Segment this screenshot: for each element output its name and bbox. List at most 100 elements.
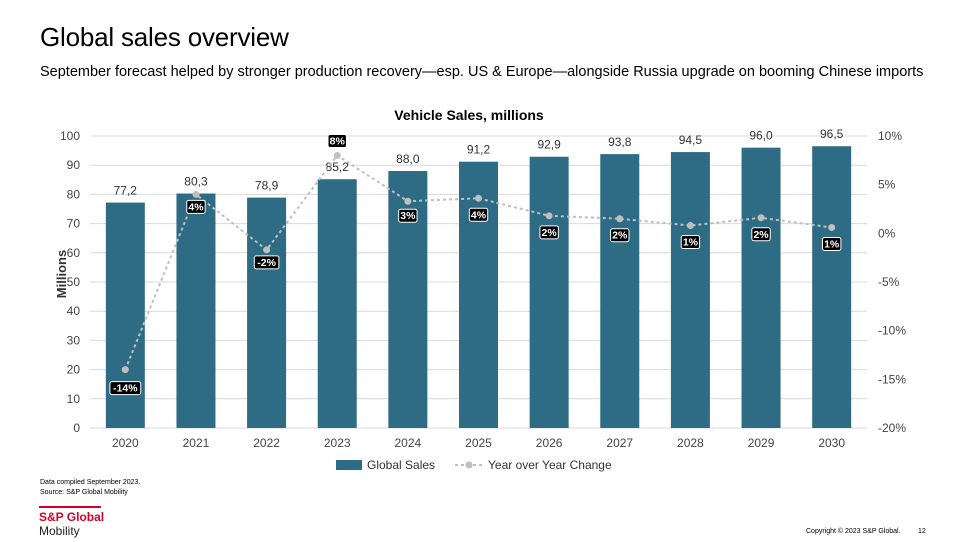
bar bbox=[741, 147, 781, 428]
yoy-label-box bbox=[680, 235, 701, 250]
y2-tick-label: 5% bbox=[878, 178, 896, 192]
bar-value-label: 88,0 bbox=[396, 152, 420, 166]
vehicle-sales-chart: Vehicle Sales, millions Millions 77,2 80,… bbox=[54, 107, 906, 472]
y-tick-label: 90 bbox=[67, 158, 81, 172]
yoy-label-box bbox=[253, 255, 280, 270]
bar-value-label: 96,5 bbox=[820, 127, 844, 141]
y-tick-label: 70 bbox=[67, 217, 81, 231]
page-subtitle: September forecast helped by stronger pr… bbox=[40, 64, 924, 80]
x-tick-label: 2023 bbox=[324, 436, 351, 450]
bar-value-label: 91,2 bbox=[467, 143, 491, 157]
yoy-point bbox=[686, 222, 694, 230]
chart-title: Vehicle Sales, millions bbox=[394, 107, 544, 123]
yoy-label-box bbox=[398, 208, 418, 223]
page-title: Global sales overview bbox=[40, 22, 289, 52]
yoy-data-label: 4% bbox=[471, 209, 487, 221]
yoy-label-box bbox=[327, 133, 347, 148]
yoy-label-box bbox=[610, 228, 630, 243]
y-tick-label: 30 bbox=[67, 333, 81, 347]
y-tick-label: 100 bbox=[60, 129, 80, 143]
x-tick-label: 2027 bbox=[606, 436, 633, 450]
yoy-data-label: 4% bbox=[188, 201, 204, 213]
bar bbox=[812, 146, 852, 428]
x-tick-label: 2024 bbox=[395, 436, 422, 450]
yoy-data-label: 8% bbox=[330, 135, 346, 147]
x-tick-label: 2028 bbox=[677, 436, 704, 450]
y-tick-label: 40 bbox=[67, 304, 81, 318]
bar-value-label: 94,5 bbox=[679, 133, 703, 147]
x-tick-label: 2029 bbox=[748, 436, 775, 450]
y-tick-label: 20 bbox=[67, 363, 81, 377]
yoy-data-label: 2% bbox=[612, 230, 628, 242]
y-tick-label: 80 bbox=[67, 187, 81, 201]
bar bbox=[529, 156, 569, 428]
y-tick-label: 10 bbox=[67, 392, 81, 406]
x-tick-label: 2020 bbox=[112, 436, 139, 450]
x-tick-label: 2021 bbox=[183, 436, 210, 450]
footnote-compiled: Data compiled September 2023. bbox=[40, 479, 141, 486]
yoy-point bbox=[404, 197, 412, 205]
bar bbox=[247, 197, 287, 428]
x-tick-label: 2030 bbox=[818, 436, 845, 450]
yoy-data-label: -2% bbox=[257, 257, 276, 269]
y2-tick-label: -5% bbox=[878, 275, 900, 289]
y-tick-label: 0 bbox=[73, 421, 80, 435]
y-tick-label: 50 bbox=[67, 275, 81, 289]
yoy-point bbox=[192, 190, 200, 198]
page-number: 12 bbox=[918, 528, 926, 535]
y-tick-label: 60 bbox=[67, 246, 81, 260]
yoy-point bbox=[333, 151, 341, 159]
legend-swatch-yoy-point bbox=[465, 461, 473, 469]
yoy-point bbox=[616, 215, 624, 223]
logo-line1: S&P Global bbox=[39, 510, 105, 524]
yoy-label-box bbox=[468, 207, 489, 222]
yoy-data-label: -14% bbox=[113, 383, 138, 395]
yoy-data-label: 2% bbox=[542, 227, 558, 239]
yoy-data-label: 3% bbox=[400, 210, 416, 222]
bar-value-label: 92,9 bbox=[537, 138, 561, 152]
bar-value-label: 85,2 bbox=[326, 160, 350, 174]
y2-tick-label: -20% bbox=[878, 421, 906, 435]
legend-label-global-sales: Global Sales bbox=[367, 458, 435, 472]
bar bbox=[317, 179, 357, 428]
yoy-data-label: 2% bbox=[753, 229, 769, 241]
bar bbox=[459, 161, 498, 429]
bar-value-label: 78,9 bbox=[255, 179, 279, 193]
yoy-point bbox=[828, 223, 836, 231]
x-tick-label: 2022 bbox=[253, 436, 280, 450]
yoy-label-box bbox=[109, 381, 142, 396]
legend-label-yoy: Year over Year Change bbox=[488, 458, 612, 472]
y2-tick-label: -10% bbox=[878, 324, 906, 338]
y-axis-title: Millions bbox=[54, 250, 69, 298]
yoy-data-label: 1% bbox=[683, 237, 699, 249]
y2-tick-label: 0% bbox=[878, 226, 896, 240]
yoy-point bbox=[475, 194, 482, 202]
legend-swatch-global-sales bbox=[336, 460, 362, 470]
yoy-point bbox=[263, 246, 271, 254]
x-tick-label: 2026 bbox=[536, 436, 563, 450]
bar bbox=[670, 152, 710, 428]
yoy-point bbox=[121, 366, 129, 374]
yoy-label-box bbox=[821, 236, 842, 251]
bar-value-label: 77,2 bbox=[114, 184, 138, 198]
company-logo: S&P Global Mobility bbox=[39, 506, 104, 538]
yoy-label-box bbox=[186, 199, 206, 214]
bar bbox=[176, 193, 216, 428]
logo-line2: Mobility bbox=[39, 524, 80, 538]
footnote-source: Source: S&P Global Mobility bbox=[40, 489, 128, 496]
yoy-point bbox=[757, 214, 765, 222]
bar-value-label: 80,3 bbox=[184, 175, 208, 189]
bar-value-label: 96,0 bbox=[749, 129, 773, 143]
y2-tick-label: 10% bbox=[878, 129, 902, 143]
yoy-point bbox=[545, 212, 553, 220]
y2-tick-label: -15% bbox=[878, 372, 906, 386]
yoy-label-box bbox=[539, 225, 559, 240]
bar bbox=[600, 154, 640, 428]
copyright-text: Copyright © 2023 S&P Global. bbox=[806, 528, 901, 535]
yoy-data-label: 1% bbox=[824, 238, 840, 250]
logo-bar bbox=[39, 506, 101, 508]
bar-value-label: 93,8 bbox=[608, 135, 632, 149]
x-tick-label: 2025 bbox=[465, 436, 492, 450]
yoy-label-box bbox=[751, 227, 771, 242]
yoy-line bbox=[124, 154, 832, 370]
